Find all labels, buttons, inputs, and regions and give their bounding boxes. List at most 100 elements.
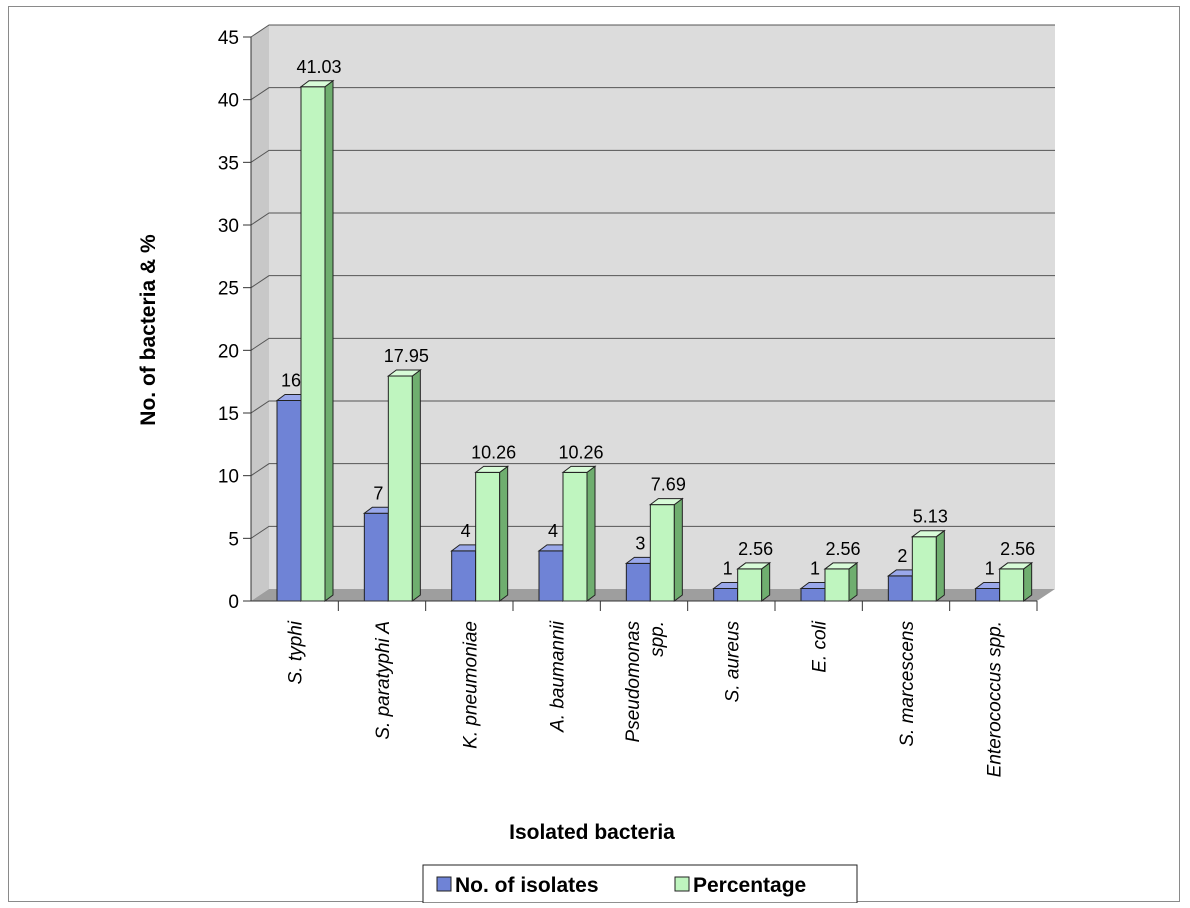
bar-isolates-front [538,550,564,602]
data-label-percentage: 41.03 [296,57,341,77]
bar-isolates-front [800,587,826,602]
x-category-label-line: K. pneumoniae [460,621,481,749]
y-tick-label: 35 [218,153,239,174]
data-label-percentage: 10.26 [558,442,603,462]
data-label-percentage: 10.26 [471,442,516,462]
data-label-isolates: 4 [548,521,558,541]
legend-swatch-percentage [674,876,690,892]
x-category-label: Pseudomonas spp. [623,621,668,743]
y-tick-label: 15 [218,404,239,425]
y-tick-label: 20 [218,341,239,362]
bar-percentage-front [387,375,413,602]
legend-label-isolates: No. of isolates [455,874,599,897]
bar-percentage-top [648,498,684,506]
bar-percentage-top [474,465,510,473]
bar-isolates-front [363,512,389,602]
y-axis-title: No. of bacteria & % [137,234,160,426]
bar-percentage-top [736,562,772,570]
y-tick-label: 5 [228,529,239,550]
bar-isolates-front [625,562,651,602]
x-category-label-line: S. typhi [286,620,307,684]
legend: No. of isolates Percentage [422,864,858,903]
bar-percentage-side [935,529,945,602]
gridline [250,400,1055,414]
x-category-label: S. typhi [286,620,307,684]
y-tick-label: 30 [218,216,239,237]
data-label-isolates: 3 [635,533,645,553]
data-label-percentage: 7.69 [651,475,686,495]
x-category-label-line: A. baumannii [548,620,569,733]
x-category-label-line: E. coli [810,620,831,673]
x-category-label: S. marcescens [897,621,918,747]
gridline [250,24,1055,38]
gridline [250,275,1055,289]
data-label-percentage: 2.56 [1000,539,1035,559]
y-tick-label: 0 [228,592,239,613]
bar-percentage-top [561,465,597,473]
x-category-label-line: S. aureus [722,621,743,703]
data-label-isolates: 4 [461,521,471,541]
bar-percentage-top [910,530,946,538]
bar-isolates-front [887,575,913,602]
gridline [250,212,1055,226]
x-category-label-line: spp. [647,621,668,657]
x-category-label-line: S. marcescens [897,621,918,747]
bar-percentage-top [299,80,335,88]
bar-percentage-front [475,471,501,602]
axes [243,36,1038,611]
x-category-label: S. aureus [722,621,743,703]
bar-percentage-front [649,504,675,602]
data-label-isolates: 1 [810,558,820,578]
bar-percentage-front [737,568,763,602]
data-label-isolates: 1 [985,558,995,578]
data-label-percentage: 5.13 [913,507,948,527]
y-tick-label: 40 [218,91,239,112]
x-category-label: K. pneumoniae [460,621,481,749]
bar-isolates-front [975,587,1001,602]
data-label-isolates: 1 [723,558,733,578]
x-category-label: Enterococcus spp. [984,621,1005,777]
x-category-label: E. coli [810,620,831,673]
gridline [250,87,1055,101]
back-wall [269,25,1055,589]
data-label-percentage: 2.56 [738,539,773,559]
bar-percentage-side [673,497,683,602]
bar-percentage-side [324,79,334,602]
data-label-isolates: 7 [373,483,383,503]
gridline [250,525,1055,539]
gridline [250,149,1055,163]
bar-percentage-front [999,568,1025,602]
data-label-isolates: 16 [281,370,301,390]
gridlines [250,24,1055,539]
bar-chart: 0 5 10 15 20 25 30 35 40 45 16 41.03 S. typhi 7 17.95 S… [137,24,1055,903]
labels: 0 5 10 15 20 25 30 35 40 45 16 41.03 S. typhi 7 17.95 S… [218,28,1035,777]
data-label-percentage: 17.95 [384,346,429,366]
y-tick-label: 45 [218,28,239,49]
y-tick-label: 25 [218,279,239,300]
bar-percentage-front [300,86,326,602]
gridline [250,463,1055,477]
bar-isolates-front [276,399,302,602]
legend-label-percentage: Percentage [693,874,806,897]
x-category-label: A. baumannii [548,620,569,733]
x-category-label-line: Enterococcus spp. [984,621,1005,777]
legend-swatch-isolates [436,876,452,892]
chart-frame: 0 5 10 15 20 25 30 35 40 45 16 41.03 S. typhi 7 17.95 S… [8,6,1180,903]
bar-isolates-front [451,550,477,602]
x-category-label-line: S. paratyphi A [373,621,394,740]
bar-percentage-front [824,568,850,602]
x-category-label-line: Pseudomonas [623,621,644,743]
bar-percentage-front [911,536,937,602]
legend-box [422,864,858,903]
y-tick-label: 10 [218,467,239,488]
data-label-percentage: 2.56 [825,539,860,559]
bar-percentage-side [586,465,596,602]
x-category-label: S. paratyphi A [373,621,394,740]
gridline [250,337,1055,351]
bar-percentage-side [411,369,421,602]
bars [275,79,1034,602]
data-label-isolates: 2 [897,546,907,566]
side-wall [251,25,269,601]
bar-percentage-top [998,562,1034,570]
bar-percentage-top [386,369,422,377]
